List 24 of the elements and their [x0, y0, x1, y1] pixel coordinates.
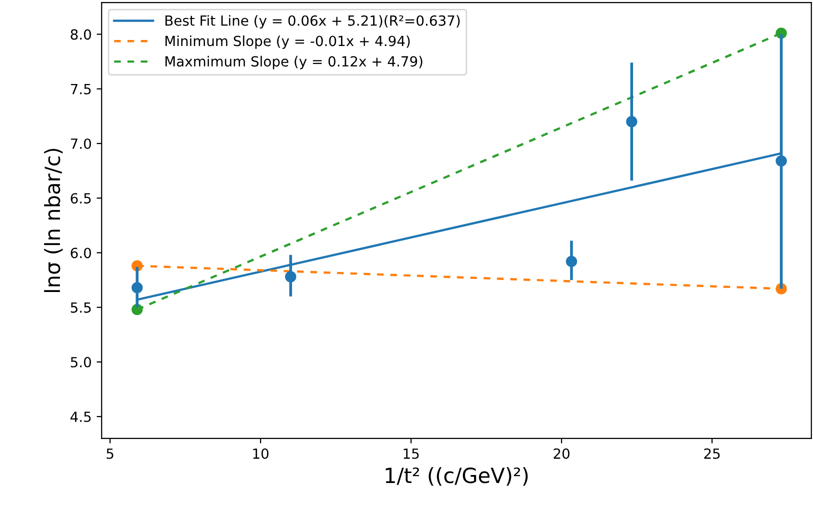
x-tick-label: 10	[253, 448, 268, 459]
y-axis-title: lnσ (ln nbar/c)	[44, 148, 63, 292]
y-tick-label: 7.0	[70, 138, 91, 149]
y-tick-label: 4.5	[70, 412, 91, 422]
point	[132, 304, 143, 316]
legend-label: Best Fit Line (y = 0.06x + 5.21)(R²=0.637)	[165, 15, 460, 29]
x-tick-label: 25	[704, 448, 720, 459]
legend-label: Maxmimum Slope (y = 0.12x + 4.79)	[165, 56, 422, 70]
point	[285, 271, 296, 282]
x-tick-label: 20	[554, 448, 570, 459]
y-tick-label: 7.5	[70, 84, 91, 94]
y-tick-label: 5.0	[70, 356, 91, 368]
x-tick-label: 5	[106, 448, 114, 459]
point	[566, 256, 578, 268]
y-tick-label: 8.0	[70, 29, 91, 40]
y-tick-label: 6.5	[70, 193, 91, 204]
y-tick-label: 6.0	[70, 248, 91, 258]
point	[776, 155, 787, 167]
point	[132, 282, 143, 294]
x-tick-label: 15	[404, 448, 419, 459]
x-axis-title: 1/t² ((c/GeV)²)	[386, 467, 528, 486]
legend-label: Minimum Slope (y = -0.01x + 4.94)	[165, 35, 410, 49]
point	[626, 116, 638, 128]
y-tick-label: 5.5	[70, 302, 91, 313]
